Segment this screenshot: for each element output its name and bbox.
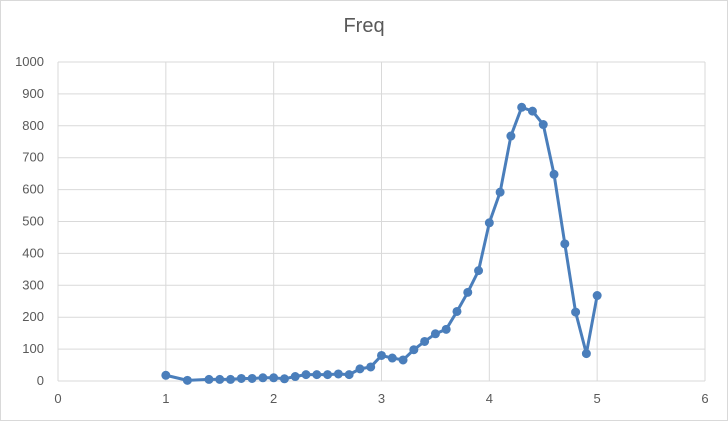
data-point [215, 374, 225, 384]
data-point [517, 102, 527, 112]
data-point [247, 373, 257, 383]
x-tick-label: 1 [162, 391, 169, 406]
data-point [484, 218, 494, 228]
data-point [409, 345, 419, 355]
data-point [161, 370, 171, 380]
data-point [323, 370, 333, 380]
data-point [441, 324, 451, 334]
data-point [430, 329, 440, 339]
y-tick-label: 300 [22, 277, 44, 292]
data-point [366, 362, 376, 372]
data-point [506, 131, 516, 141]
y-tick-label: 900 [22, 86, 44, 101]
x-tick-label: 5 [594, 391, 601, 406]
data-point [182, 375, 192, 385]
x-tick-label: 2 [270, 391, 277, 406]
data-point [279, 374, 289, 384]
data-point [312, 370, 322, 380]
data-point [236, 373, 246, 383]
data-point [452, 306, 462, 316]
x-tick-label: 3 [378, 391, 385, 406]
data-point [344, 370, 354, 380]
data-point [538, 120, 548, 130]
y-tick-label: 400 [22, 245, 44, 260]
data-point [226, 374, 236, 384]
data-point [581, 349, 591, 359]
data-point [571, 307, 581, 317]
y-tick-label: 0 [37, 373, 44, 388]
y-tick-label: 100 [22, 341, 44, 356]
x-tick-label: 4 [486, 391, 493, 406]
y-tick-label: 800 [22, 118, 44, 133]
y-tick-label: 500 [22, 214, 44, 229]
data-point [258, 373, 268, 383]
data-point [377, 350, 386, 360]
x-tick-label: 6 [701, 391, 708, 406]
data-point [527, 106, 537, 116]
data-point [269, 373, 279, 383]
data-point [355, 364, 365, 374]
data-point [560, 239, 570, 249]
data-point [387, 353, 397, 363]
y-tick-label: 700 [22, 150, 44, 165]
data-point [474, 266, 484, 276]
y-tick-label: 600 [22, 182, 44, 197]
data-point [333, 369, 343, 379]
chart-title: Freq [343, 15, 385, 37]
data-point [549, 169, 559, 179]
data-point [420, 336, 430, 346]
y-tick-label: 200 [22, 309, 44, 324]
data-point [495, 187, 505, 197]
y-tick-label: 1000 [15, 54, 44, 69]
data-point [301, 370, 311, 380]
data-point [398, 355, 408, 365]
data-point [204, 374, 214, 384]
x-tick-label: 0 [54, 391, 61, 406]
data-point [592, 291, 602, 301]
data-point [463, 287, 473, 297]
data-point [290, 372, 300, 382]
